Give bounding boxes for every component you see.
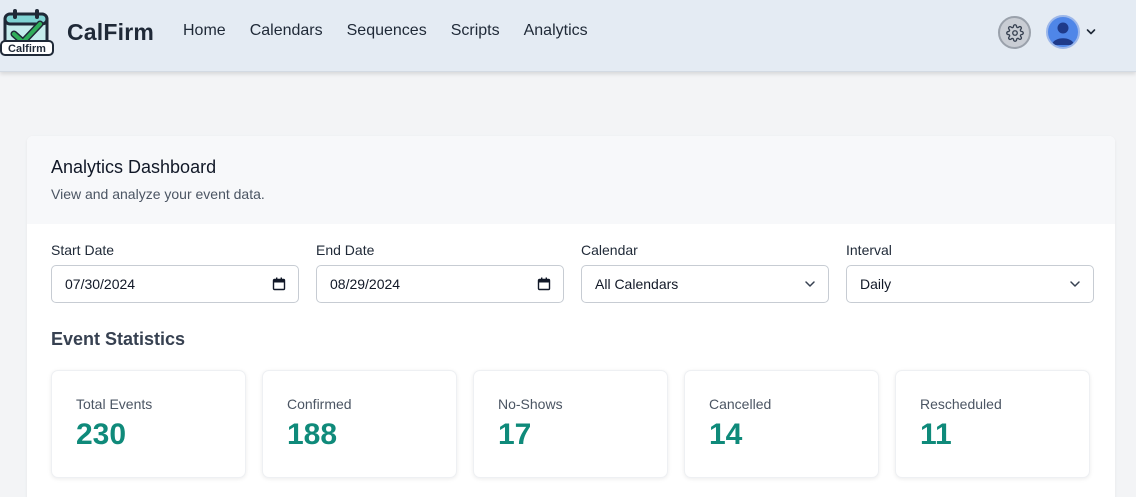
start-date-label: Start Date [51,242,115,258]
calendar-select[interactable]: All Calendars [581,265,829,303]
svg-text:Calfirm: Calfirm [8,43,46,55]
event-statistics-heading: Event Statistics [51,329,186,349]
user-icon [1052,22,1074,45]
stat-value: 17 [498,418,532,451]
stat-label: Confirmed [287,396,352,412]
interval-select[interactable]: Daily [846,265,1094,303]
nav-link-home[interactable]: Home [183,22,226,39]
filter-bar: Start Date 07/30/2024 End Date 08/29/202… [51,242,1094,303]
calfirm-logo-icon[interactable]: Calfirm [0,6,54,58]
nav-link-sequences[interactable]: Sequences [346,22,427,39]
calendar-label: Calendar [581,242,638,258]
stat-value: 188 [287,418,338,451]
interval-select-value: Daily [860,276,892,292]
chevron-down-icon [1070,281,1080,287]
end-date-label: End Date [316,242,375,258]
start-date-input[interactable]: 07/30/2024 [51,265,299,303]
analytics-dashboard-card: Analytics Dashboard View and analyze you… [27,136,1115,497]
nav-link-calendars[interactable]: Calendars [249,22,323,39]
stat-value: 230 [76,418,127,451]
gear-icon [1005,23,1024,42]
chevron-down-icon[interactable] [1086,27,1096,37]
stats-row: Total Events 230 Confirmed 188 No-Shows … [51,370,1090,478]
interval-label: Interval [846,242,892,258]
brand-name[interactable]: CalFirm [67,19,155,45]
calendar-icon[interactable] [272,277,286,291]
calendar-filter: Calendar All Calendars [581,242,829,303]
top-navbar: Calfirm CalFirm Home Calendars Sequences… [0,0,1136,72]
stat-card-cancelled: Cancelled 14 [684,370,879,478]
nav-link-analytics[interactable]: Analytics [523,22,588,39]
page-subtitle: View and analyze your event data. [51,186,265,202]
calendar-icon[interactable] [537,277,551,291]
end-date-input[interactable]: 08/29/2024 [316,265,564,303]
calendar-select-value: All Calendars [595,276,679,292]
start-date-value: 07/30/2024 [65,276,136,292]
stat-card-confirmed: Confirmed 188 [262,370,457,478]
stat-card-total-events: Total Events 230 [51,370,246,478]
avatar[interactable] [1046,15,1080,49]
stat-card-no-shows: No-Shows 17 [473,370,668,478]
page-title: Analytics Dashboard [51,157,217,177]
stat-value: 14 [709,418,743,451]
settings-button[interactable] [998,16,1031,49]
start-date-filter: Start Date 07/30/2024 [51,242,299,303]
stat-label: Rescheduled [920,396,1002,412]
end-date-filter: End Date 08/29/2024 [316,242,564,303]
stat-label: Total Events [76,396,153,412]
nav-link-scripts[interactable]: Scripts [450,22,500,39]
stat-card-rescheduled: Rescheduled 11 [895,370,1090,478]
end-date-value: 08/29/2024 [330,276,401,292]
card-header: Analytics Dashboard View and analyze you… [27,136,1115,224]
interval-filter: Interval Daily [846,242,1094,303]
chevron-down-icon [805,281,815,287]
main-nav: Home Calendars Sequences Scripts Analyti… [183,22,588,40]
stat-label: No-Shows [498,396,563,412]
stat-value: 11 [920,418,952,451]
stat-label: Cancelled [709,396,772,412]
user-menu[interactable] [1046,15,1096,49]
